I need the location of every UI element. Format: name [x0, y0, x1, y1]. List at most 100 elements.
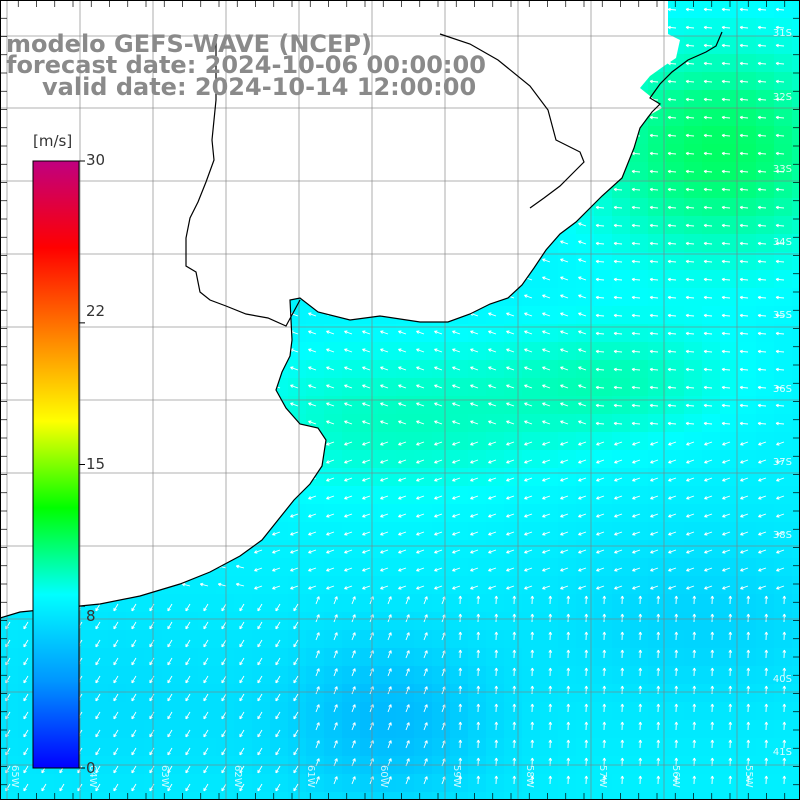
field-cell	[396, 630, 415, 649]
field-cell	[702, 684, 721, 703]
field-cell	[540, 738, 559, 757]
field-cell	[486, 324, 505, 343]
field-cell	[576, 486, 595, 505]
field-cell	[774, 90, 793, 109]
field-cell	[108, 774, 127, 793]
longitude-label: 65W	[9, 765, 20, 788]
wind-arrow	[775, 133, 785, 138]
field-cell	[756, 162, 775, 181]
field-cell	[756, 666, 775, 685]
field-cell	[288, 738, 307, 757]
field-cell	[684, 360, 703, 379]
field-cell	[576, 576, 595, 595]
field-cell	[342, 468, 361, 487]
field-cell	[684, 18, 703, 37]
field-cell	[90, 774, 109, 793]
field-cell	[630, 648, 649, 667]
field-cell	[756, 792, 775, 800]
field-cell	[756, 558, 775, 577]
field-cell	[360, 720, 379, 739]
field-cell	[702, 234, 721, 253]
field-cell	[630, 558, 649, 577]
field-cell	[756, 396, 775, 415]
field-cell	[90, 738, 109, 757]
field-cell	[396, 486, 415, 505]
field-cell	[504, 558, 523, 577]
field-cell	[756, 288, 775, 307]
field-cell	[702, 72, 721, 91]
field-cell	[612, 450, 631, 469]
field-cell	[684, 540, 703, 559]
field-cell	[90, 612, 109, 631]
field-cell	[108, 684, 127, 703]
field-cell	[540, 324, 559, 343]
field-cell	[720, 648, 739, 667]
field-cell	[720, 666, 739, 685]
field-cell	[198, 612, 217, 631]
field-cell	[774, 36, 793, 55]
field-cell	[612, 288, 631, 307]
field-cell	[198, 648, 217, 667]
field-cell	[666, 180, 685, 199]
field-cell	[738, 558, 757, 577]
field-cell	[684, 378, 703, 397]
field-cell	[648, 72, 667, 91]
wind-arrow	[667, 25, 677, 30]
field-cell	[306, 486, 325, 505]
field-cell	[756, 72, 775, 91]
field-cell	[450, 648, 469, 667]
field-cell	[306, 324, 325, 343]
field-cell	[702, 162, 721, 181]
field-cell	[180, 594, 199, 613]
field-cell	[0, 630, 19, 649]
field-cell	[414, 720, 433, 739]
field-cell	[792, 0, 800, 19]
field-cell	[198, 720, 217, 739]
wind-arrow	[739, 79, 749, 84]
field-cell	[504, 360, 523, 379]
field-cell	[684, 324, 703, 343]
title-valid-date: valid date: 2024-10-14 12:00:00	[42, 73, 477, 101]
field-cell	[288, 792, 307, 800]
field-cell	[594, 198, 613, 217]
field-cell	[666, 162, 685, 181]
field-cell	[450, 414, 469, 433]
field-cell	[324, 594, 343, 613]
field-cell	[270, 630, 289, 649]
field-cell	[414, 342, 433, 361]
field-cell	[738, 54, 757, 73]
field-cell	[612, 468, 631, 487]
field-cell	[648, 612, 667, 631]
field-cell	[612, 630, 631, 649]
field-cell	[774, 396, 793, 415]
field-cell	[450, 576, 469, 595]
field-cell	[414, 684, 433, 703]
field-cell	[288, 522, 307, 541]
field-cell	[630, 396, 649, 415]
field-cell	[576, 414, 595, 433]
field-cell	[558, 684, 577, 703]
field-cell	[486, 648, 505, 667]
field-cell	[522, 324, 541, 343]
field-cell	[324, 612, 343, 631]
field-cell	[126, 630, 145, 649]
field-cell	[612, 684, 631, 703]
field-cell	[522, 486, 541, 505]
field-cell	[684, 270, 703, 289]
field-cell	[576, 594, 595, 613]
field-cell	[702, 90, 721, 109]
field-cell	[630, 360, 649, 379]
field-cell	[738, 234, 757, 253]
field-cell	[738, 414, 757, 433]
field-cell	[558, 558, 577, 577]
field-cell	[198, 684, 217, 703]
field-cell	[252, 558, 271, 577]
field-cell	[198, 666, 217, 685]
field-cell	[342, 684, 361, 703]
field-cell	[108, 666, 127, 685]
field-cell	[504, 396, 523, 415]
field-cell	[126, 774, 145, 793]
field-cell	[540, 450, 559, 469]
wind-arrow	[739, 115, 749, 120]
